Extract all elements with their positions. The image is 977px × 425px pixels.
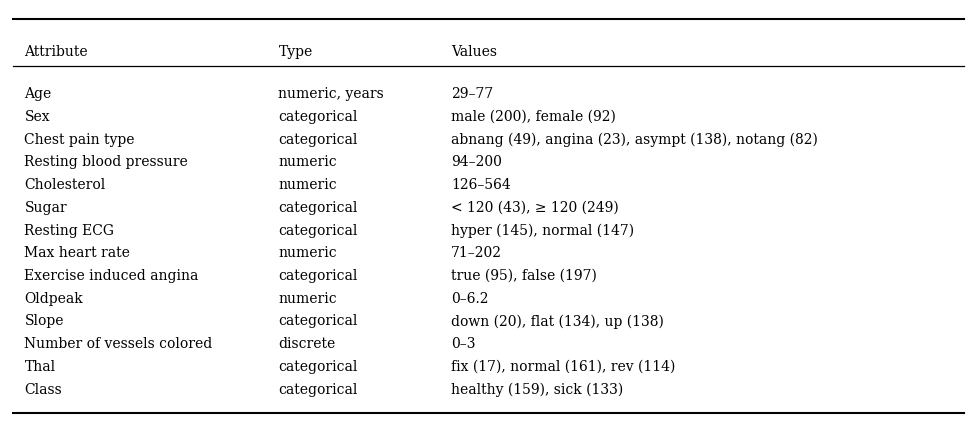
Text: male (200), female (92): male (200), female (92) bbox=[451, 110, 616, 124]
Text: Slope: Slope bbox=[24, 314, 64, 329]
Text: categorical: categorical bbox=[278, 382, 358, 397]
Text: Max heart rate: Max heart rate bbox=[24, 246, 130, 260]
Text: hyper (145), normal (147): hyper (145), normal (147) bbox=[451, 224, 634, 238]
Text: 29–77: 29–77 bbox=[451, 87, 493, 101]
Text: 94–200: 94–200 bbox=[451, 156, 502, 169]
Text: Type: Type bbox=[278, 45, 313, 59]
Text: healthy (159), sick (133): healthy (159), sick (133) bbox=[451, 382, 623, 397]
Text: abnang (49), angina (23), asympt (138), notang (82): abnang (49), angina (23), asympt (138), … bbox=[451, 133, 819, 147]
Text: Resting blood pressure: Resting blood pressure bbox=[24, 156, 189, 169]
Text: Sugar: Sugar bbox=[24, 201, 67, 215]
Text: Resting ECG: Resting ECG bbox=[24, 224, 114, 238]
Text: Exercise induced angina: Exercise induced angina bbox=[24, 269, 198, 283]
Text: Age: Age bbox=[24, 87, 52, 101]
Text: 0–6.2: 0–6.2 bbox=[451, 292, 488, 306]
Text: numeric: numeric bbox=[278, 292, 337, 306]
Text: categorical: categorical bbox=[278, 110, 358, 124]
Text: 0–3: 0–3 bbox=[451, 337, 476, 351]
Text: categorical: categorical bbox=[278, 269, 358, 283]
Text: numeric: numeric bbox=[278, 156, 337, 169]
Text: categorical: categorical bbox=[278, 224, 358, 238]
Text: true (95), false (197): true (95), false (197) bbox=[451, 269, 597, 283]
Text: down (20), flat (134), up (138): down (20), flat (134), up (138) bbox=[451, 314, 664, 329]
Text: numeric: numeric bbox=[278, 246, 337, 260]
Text: numeric, years: numeric, years bbox=[278, 87, 384, 101]
Text: Sex: Sex bbox=[24, 110, 50, 124]
Text: fix (17), normal (161), rev (114): fix (17), normal (161), rev (114) bbox=[451, 360, 676, 374]
Text: Oldpeak: Oldpeak bbox=[24, 292, 83, 306]
Text: numeric: numeric bbox=[278, 178, 337, 192]
Text: Values: Values bbox=[451, 45, 497, 59]
Text: Cholesterol: Cholesterol bbox=[24, 178, 106, 192]
Text: < 120 (43), ≥ 120 (249): < 120 (43), ≥ 120 (249) bbox=[451, 201, 619, 215]
Text: categorical: categorical bbox=[278, 201, 358, 215]
Text: Chest pain type: Chest pain type bbox=[24, 133, 135, 147]
Text: Attribute: Attribute bbox=[24, 45, 88, 59]
Text: Thal: Thal bbox=[24, 360, 56, 374]
Text: categorical: categorical bbox=[278, 133, 358, 147]
Text: categorical: categorical bbox=[278, 360, 358, 374]
Text: 71–202: 71–202 bbox=[451, 246, 502, 260]
Text: categorical: categorical bbox=[278, 314, 358, 329]
Text: discrete: discrete bbox=[278, 337, 336, 351]
Text: 126–564: 126–564 bbox=[451, 178, 511, 192]
Text: Class: Class bbox=[24, 382, 63, 397]
Text: Number of vessels colored: Number of vessels colored bbox=[24, 337, 213, 351]
